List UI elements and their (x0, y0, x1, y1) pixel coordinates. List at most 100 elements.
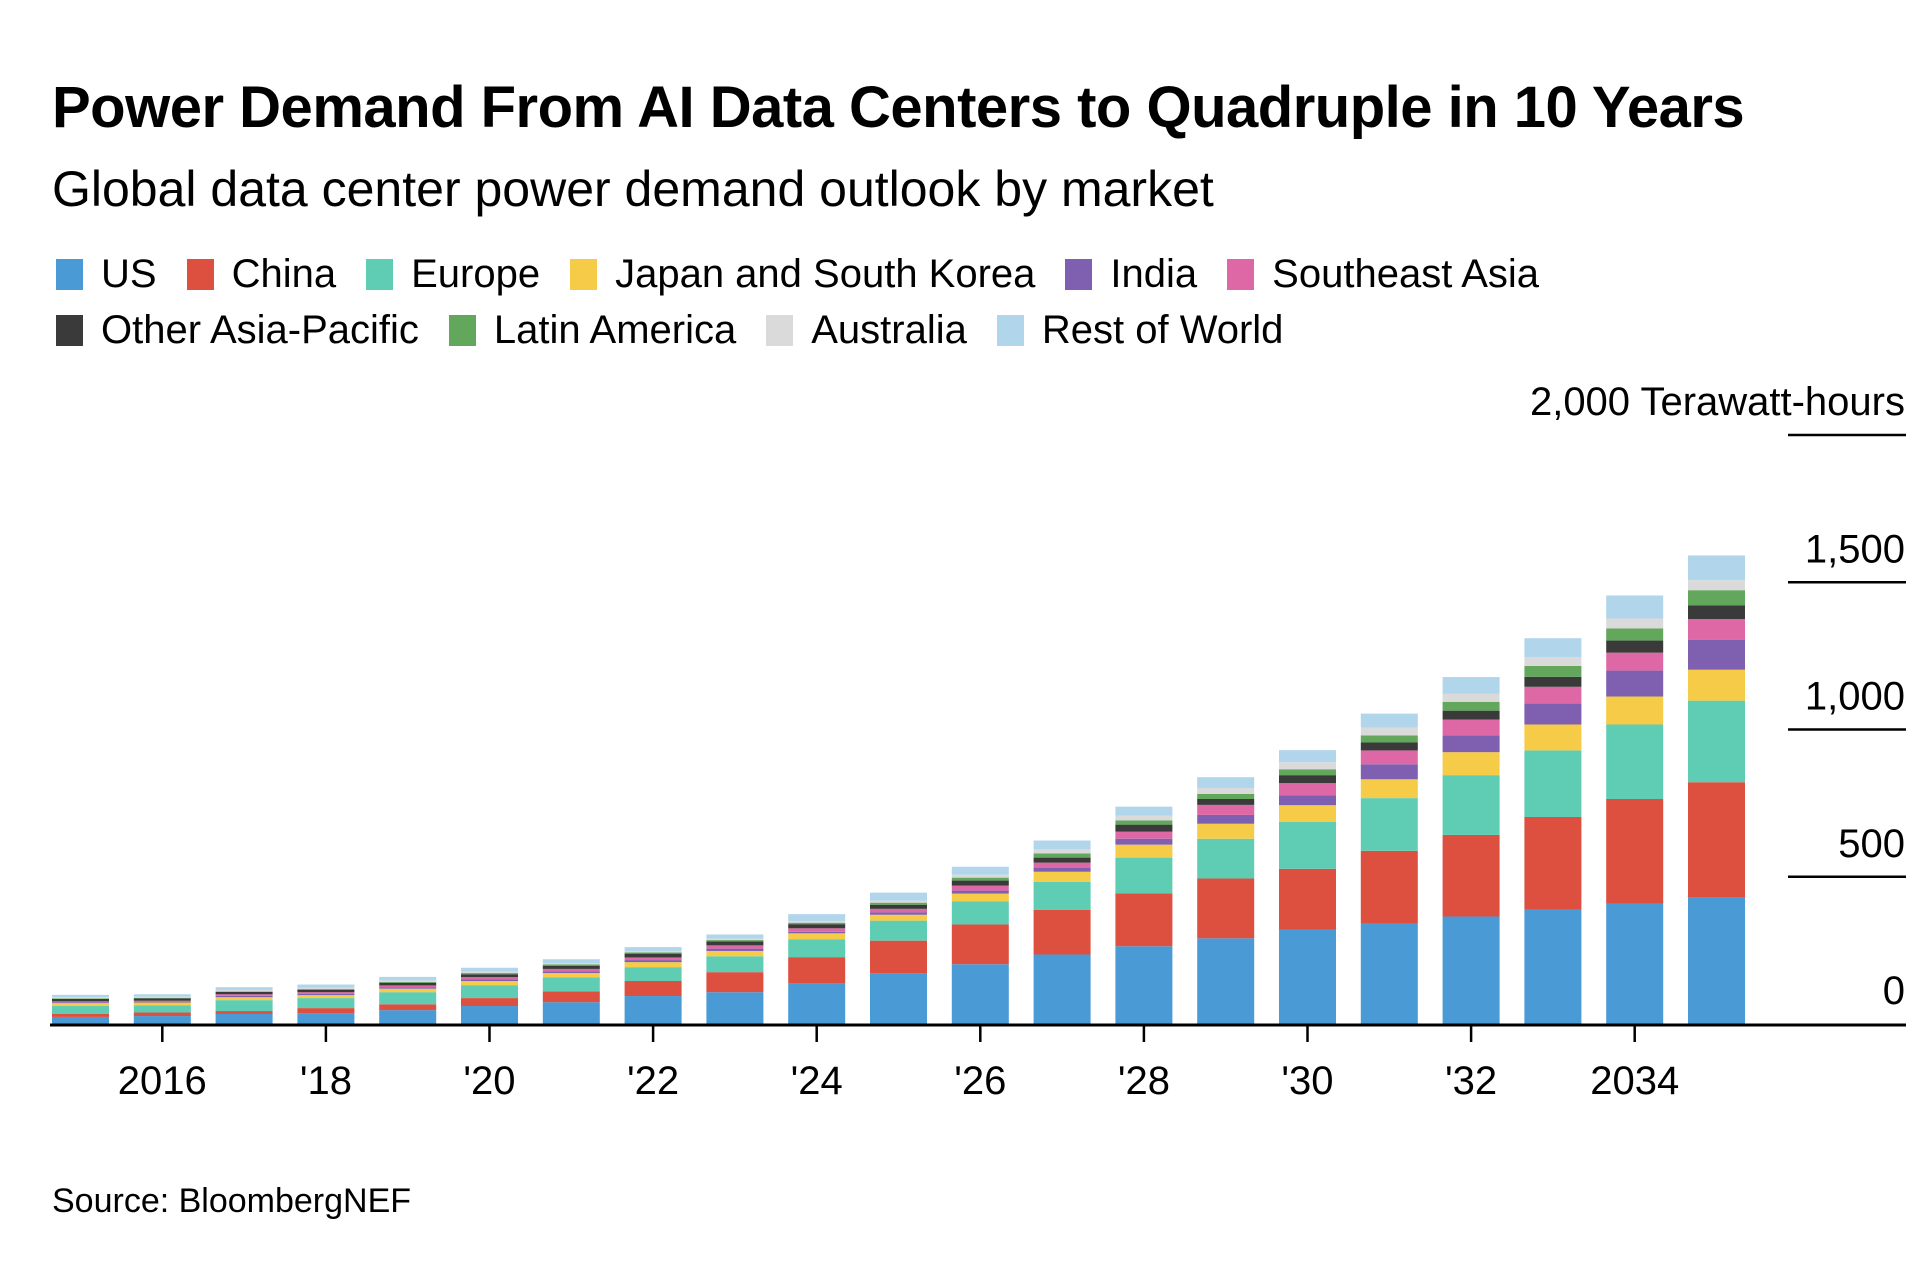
bar-segment-southeast-asia-2035 (1688, 619, 1745, 640)
bar-segment-other-asia-pacific-2015 (52, 998, 109, 1002)
x-tick-label-2020: '20 (463, 1059, 515, 1103)
x-axis-ticks: 2016 '18 '20 '22 '24 '26 '28 '30 '32 2034 (118, 1024, 1679, 1103)
bar-segment-rest-of-world-2020 (461, 967, 518, 972)
bar-segment-southeast-asia-2027 (1033, 862, 1091, 868)
bar-segment-southeast-asia-2020 (461, 977, 518, 980)
bar-segment-china-2024 (788, 957, 846, 984)
bar-segment-other-asia-pacific-2022 (624, 953, 682, 958)
bar-segment-europe-2018 (297, 998, 355, 1009)
bar-segment-china-2023 (706, 972, 764, 993)
bar-segment-southeast-asia-2032 (1442, 719, 1500, 736)
bar-stack-2023 (706, 934, 764, 1024)
legend-item-japan-south-korea: Japan and South Korea (570, 252, 1035, 297)
bar-segment-japan-and-south-korea-2020 (461, 981, 518, 986)
bar-segment-australia-2023 (706, 938, 764, 941)
bar-stack-2033 (1524, 638, 1582, 1024)
bar-segment-china-2022 (624, 981, 682, 997)
bar-segment-us-2031 (1360, 923, 1418, 1024)
bar-segment-southeast-asia-2022 (624, 957, 682, 961)
bar-segment-japan-and-south-korea-2021 (542, 973, 600, 978)
bar-stack-2029 (1197, 777, 1255, 1024)
bar-segment-japan-and-south-korea-2019 (379, 988, 437, 993)
bar-segment-southeast-asia-2029 (1197, 804, 1255, 815)
bar-segment-australia-2033 (1524, 657, 1582, 666)
bar-segment-rest-of-world-2035 (1688, 555, 1745, 581)
bar-segment-europe-2015 (52, 1006, 109, 1014)
bar-stack-2030 (1279, 750, 1336, 1024)
bar-stack-2017 (215, 987, 273, 1024)
bar-segment-latin-america-2023 (706, 940, 764, 942)
legend-item-china: China (186, 251, 337, 297)
bar-segment-latin-america-2020 (461, 973, 518, 975)
legend-swatch-us (56, 258, 83, 290)
bar-segment-europe-2035 (1688, 700, 1745, 783)
chart-title: Power Demand From AI Data Centers to Qua… (52, 75, 1745, 140)
bar-segment-southeast-asia-2028 (1115, 831, 1173, 839)
x-tick-label-2026: '26 (954, 1059, 1006, 1103)
bar-segment-china-2028 (1115, 893, 1173, 947)
bar-segment-japan-and-south-korea-2025 (870, 914, 927, 921)
chart-subtitle: Global data center power demand outlook … (52, 161, 1214, 217)
bar-segment-australia-2021 (542, 963, 600, 965)
bar-segment-rest-of-world-2017 (215, 987, 273, 991)
bar-segment-europe-2031 (1360, 798, 1418, 851)
legend-swatch-latin-america (448, 314, 476, 346)
x-tick-label-2028: '28 (1118, 1059, 1170, 1103)
legend-item-southeast-asia: Southeast Asia (1227, 252, 1539, 297)
bar-segment-us-2023 (706, 992, 764, 1024)
x-tick-label-2024: '24 (791, 1059, 843, 1103)
bar-segment-india-2031 (1360, 764, 1418, 780)
bar-segment-japan-and-south-korea-2023 (706, 950, 764, 957)
bar-segment-australia-2032 (1442, 693, 1500, 702)
bar-segment-india-2035 (1688, 639, 1745, 670)
bar-segment-us-2021 (542, 1002, 600, 1024)
bar-stack-2018 (297, 984, 355, 1024)
bar-segment-india-2024 (788, 931, 846, 934)
bar-segment-japan-and-south-korea-2015 (52, 1003, 109, 1007)
bar-stack-2028 (1115, 806, 1173, 1024)
bar-segment-india-2020 (461, 979, 518, 982)
bar-segment-europe-2019 (379, 992, 437, 1005)
bar-segment-southeast-asia-2021 (542, 968, 600, 972)
bar-segment-us-2029 (1197, 938, 1255, 1024)
bar-segment-southeast-asia-2023 (706, 945, 764, 949)
bar-segment-other-asia-pacific-2020 (461, 974, 518, 978)
bar-stack-2035 (1688, 555, 1745, 1024)
y-tick-label-1000: 1,000 (1805, 675, 1905, 719)
bar-segment-other-asia-pacific-2016 (133, 998, 191, 1001)
x-tick-label-2022: '22 (627, 1059, 679, 1103)
bar-segment-latin-america-2029 (1197, 793, 1255, 800)
x-tick-label-2030: '30 (1281, 1059, 1333, 1103)
legend-label-china: China (231, 251, 337, 296)
bar-segment-us-2028 (1115, 946, 1173, 1024)
bar-segment-us-2022 (624, 996, 682, 1024)
bar-segment-rest-of-world-2027 (1033, 840, 1091, 850)
bar-segment-other-asia-pacific-2026 (951, 880, 1009, 886)
bar-segment-latin-america-2031 (1360, 735, 1418, 743)
bar-segment-rest-of-world-2031 (1360, 713, 1418, 728)
bar-segment-japan-and-south-korea-2031 (1360, 779, 1418, 799)
legend-label-australia: Australia (811, 307, 967, 352)
bar-segment-latin-america-2015 (52, 998, 109, 999)
legend-item-india: India (1065, 252, 1197, 297)
bar-segment-china-2032 (1442, 834, 1500, 917)
legend-swatch-china (186, 258, 214, 290)
bar-segment-japan-and-south-korea-2017 (215, 997, 273, 1001)
bar-segment-southeast-asia-2017 (215, 994, 273, 996)
bar-segment-latin-america-2019 (379, 981, 437, 983)
bar-segment-india-2028 (1115, 838, 1173, 845)
bar-segment-other-asia-pacific-2023 (706, 941, 764, 946)
bar-segment-europe-2020 (461, 985, 518, 999)
x-tick-label-2034: 2034 (1590, 1059, 1679, 1103)
bar-segment-australia-2030 (1279, 762, 1336, 770)
bar-segment-china-2035 (1688, 782, 1745, 898)
bar-segment-us-2027 (1033, 954, 1091, 1024)
bar-segment-europe-2030 (1279, 821, 1336, 869)
bar-segment-china-2027 (1033, 909, 1091, 955)
bar-segment-rest-of-world-2034 (1606, 595, 1664, 619)
bar-segment-southeast-asia-2034 (1606, 652, 1664, 671)
bar-segment-rest-of-world-2033 (1524, 638, 1582, 658)
bar-segment-southeast-asia-2015 (52, 1001, 109, 1003)
bar-segment-other-asia-pacific-2034 (1606, 640, 1664, 653)
bar-segment-india-2023 (706, 948, 764, 951)
